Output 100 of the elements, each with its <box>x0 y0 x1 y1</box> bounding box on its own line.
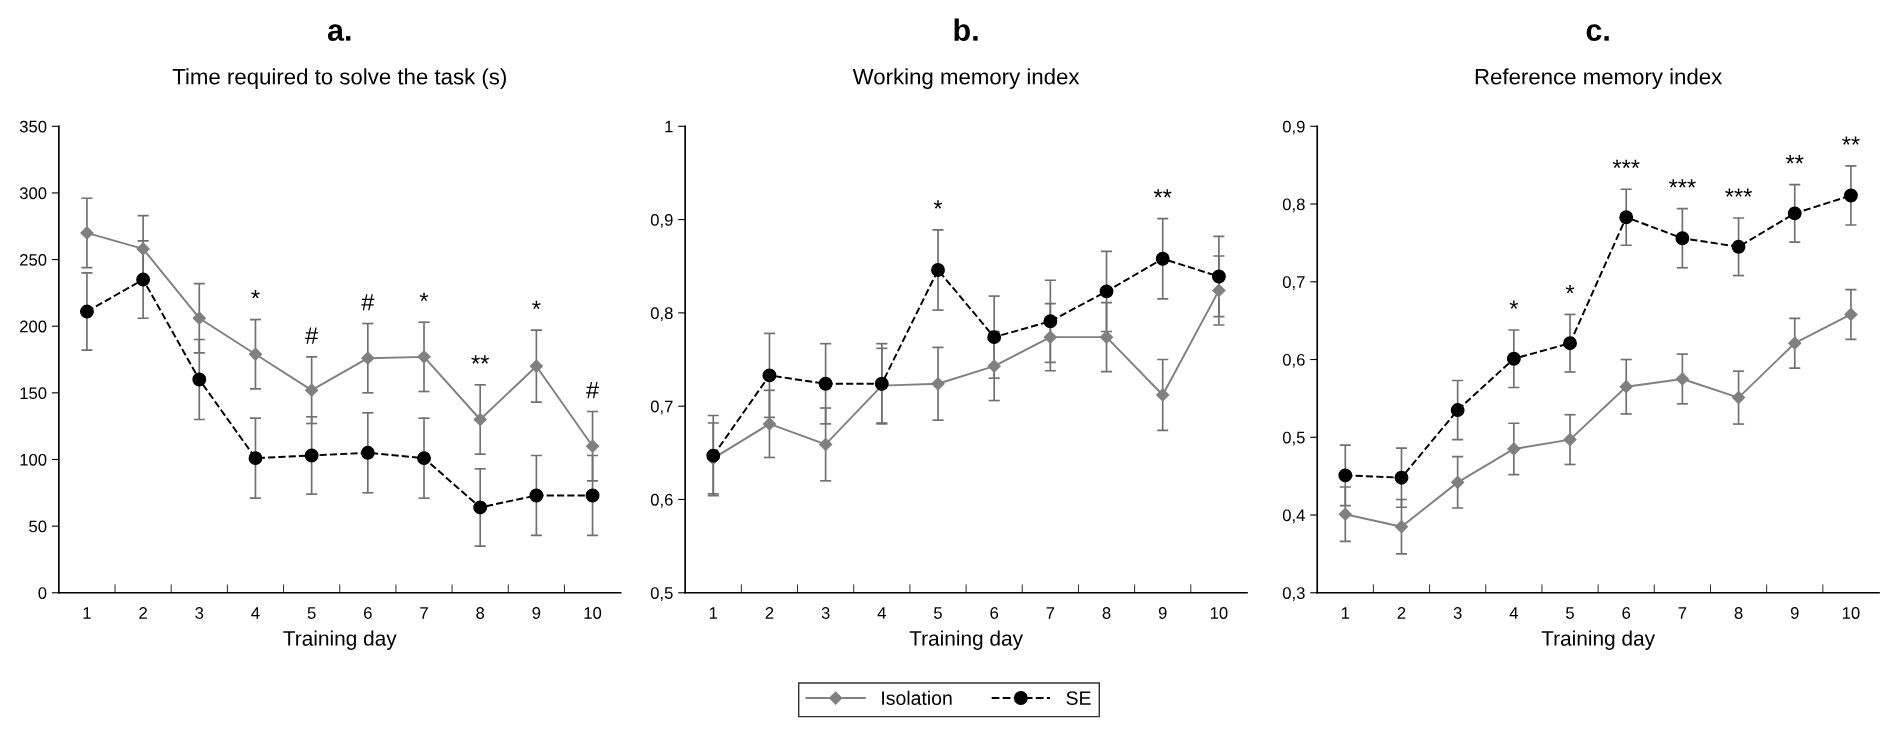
chart-title: c. <box>1586 24 1609 41</box>
chart-subtitle: Time required to solve the task (s) <box>172 68 506 89</box>
x-axis-title: Training day <box>1541 630 1656 650</box>
y-tick-label: 350 <box>19 120 47 133</box>
point <box>1099 284 1114 299</box>
point <box>1619 380 1633 394</box>
y-tick-label: 0,9 <box>1282 120 1305 135</box>
y-tick-label: 200 <box>20 320 47 333</box>
x-tick-label: 6 <box>990 607 999 619</box>
point <box>1338 507 1352 521</box>
x-tick-label: 8 <box>1102 607 1111 619</box>
point <box>1394 470 1409 485</box>
x-tick-label: 9 <box>1158 607 1167 619</box>
y-tick-label: 100 <box>20 453 47 466</box>
y-tick-label: 0,8 <box>1282 198 1305 213</box>
point <box>529 488 544 503</box>
y-tick-label: 300 <box>19 187 47 200</box>
annotation: *** <box>1612 159 1640 169</box>
y-tick-label: 0,3 <box>1282 587 1305 601</box>
point <box>1211 269 1226 284</box>
point <box>1844 307 1858 322</box>
y-tick-label: 0,6 <box>650 493 673 508</box>
point <box>1155 251 1170 266</box>
x-tick-label: 2 <box>1397 607 1406 619</box>
point <box>529 359 543 373</box>
annotation: # <box>361 294 375 311</box>
point <box>1507 442 1521 456</box>
x-tick-label: 6 <box>1622 607 1631 619</box>
point <box>1675 231 1690 246</box>
y-tick-label: 0,9 <box>650 213 673 228</box>
chart-subtitle: Working memory index <box>852 68 1080 89</box>
point <box>931 377 945 391</box>
annotation: * <box>419 292 429 302</box>
x-axis-title: Training day <box>283 630 397 650</box>
annotation: *** <box>1725 188 1752 197</box>
x-tick-label: 3 <box>821 607 830 619</box>
point <box>1563 433 1577 447</box>
legend-label: SE <box>1066 691 1091 706</box>
point <box>1450 403 1465 418</box>
annotation: # <box>305 327 319 344</box>
point <box>931 263 945 277</box>
point <box>192 311 206 325</box>
y-tick-label: 0,5 <box>650 587 673 601</box>
annotation: * <box>1565 284 1575 294</box>
chart-title: a. <box>327 24 351 41</box>
point <box>417 350 431 364</box>
point <box>762 368 777 383</box>
point <box>136 272 151 287</box>
point <box>1843 188 1858 203</box>
legend-label: Isolation <box>882 690 952 706</box>
point <box>819 437 833 452</box>
y-tick-label: 0,5 <box>1282 431 1305 446</box>
point <box>1099 330 1114 344</box>
x-tick-label: 8 <box>476 607 485 619</box>
x-tick-label: 2 <box>139 607 147 619</box>
point <box>585 439 600 453</box>
y-tick-label: 0,7 <box>650 400 673 415</box>
point <box>1787 206 1802 221</box>
x-tick-label: 3 <box>195 607 204 619</box>
x-tick-label: 4 <box>251 607 260 619</box>
y-tick-label: 0,6 <box>1282 353 1305 368</box>
point <box>987 359 1001 373</box>
x-tick-label: 9 <box>532 607 541 619</box>
point <box>1563 336 1577 351</box>
chart-subtitle: Reference memory index <box>1475 68 1723 89</box>
annotation: ** <box>1842 136 1860 145</box>
y-tick-label: 0,4 <box>1282 509 1305 524</box>
point <box>1788 336 1802 350</box>
x-tick-label: 5 <box>1566 607 1574 619</box>
point <box>585 488 600 503</box>
x-axis-title: Training day <box>909 630 1023 650</box>
annotation: *** <box>1668 179 1696 188</box>
x-tick-label: 3 <box>1453 607 1462 619</box>
point <box>1506 351 1521 366</box>
point <box>1675 372 1689 386</box>
point <box>1451 475 1465 489</box>
y-tick-label: 0,8 <box>650 307 673 322</box>
point <box>79 304 94 319</box>
annotation: ** <box>1153 189 1172 198</box>
annotation: * <box>532 300 541 310</box>
annotation: ** <box>1785 155 1804 164</box>
point <box>1394 520 1409 534</box>
point <box>1043 314 1058 329</box>
x-tick-label: 10 <box>584 607 602 619</box>
point <box>818 376 833 391</box>
point <box>1731 239 1746 254</box>
point <box>473 500 488 515</box>
x-tick-label: 8 <box>1734 607 1743 619</box>
point <box>1212 283 1226 298</box>
point <box>1043 330 1057 344</box>
x-tick-label: 10 <box>1210 607 1228 619</box>
point <box>762 417 777 431</box>
x-tick-label: 7 <box>420 607 428 619</box>
point <box>987 330 1002 345</box>
x-tick-label: 5 <box>307 607 316 619</box>
point <box>360 445 375 460</box>
x-tick-label: 4 <box>1509 607 1518 619</box>
x-tick-label: 6 <box>364 607 372 619</box>
chart-title: b. <box>954 18 978 41</box>
annotation: * <box>933 200 943 209</box>
